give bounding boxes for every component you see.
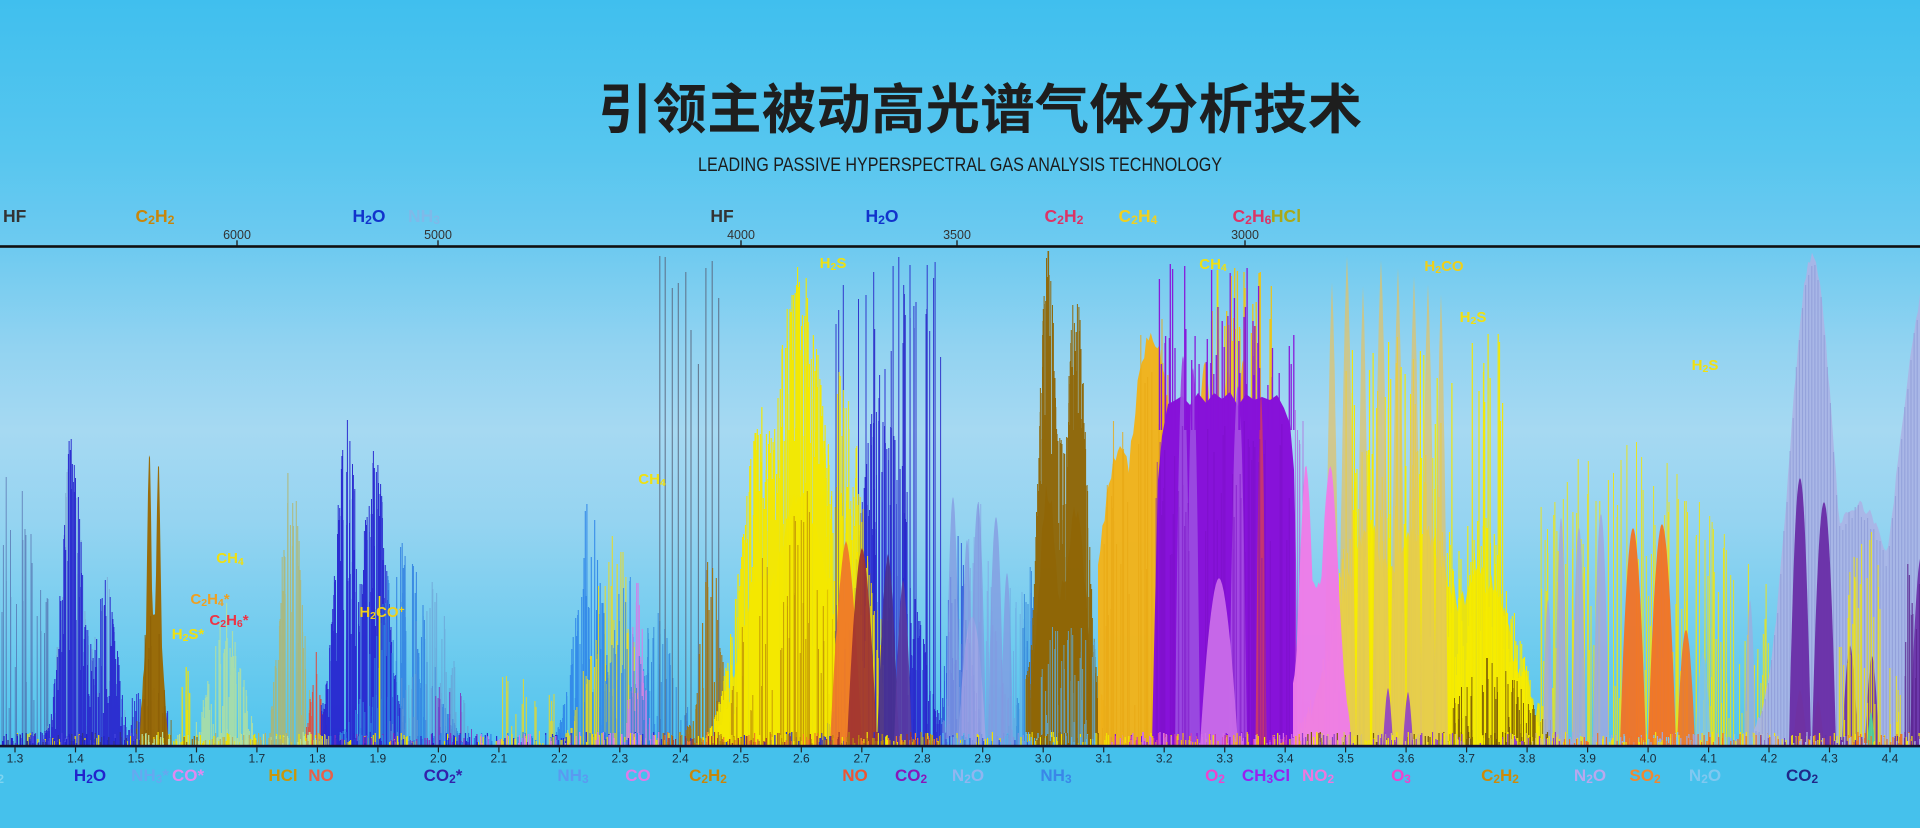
svg-text:NH3: NH3 xyxy=(408,206,440,227)
svg-text:1.8: 1.8 xyxy=(309,752,326,766)
svg-text:2.9: 2.9 xyxy=(974,752,991,766)
svg-text:SO2: SO2 xyxy=(1629,766,1661,786)
svg-text:6000: 6000 xyxy=(223,228,251,242)
svg-text:HCl: HCl xyxy=(268,766,297,785)
svg-text:3.5: 3.5 xyxy=(1337,752,1354,766)
svg-text:C2H2: C2H2 xyxy=(1481,766,1519,786)
svg-text:3.0: 3.0 xyxy=(1035,752,1052,766)
svg-text:C2H6*: C2H6* xyxy=(209,612,248,630)
svg-text:2.1: 2.1 xyxy=(491,752,508,766)
svg-text:2.3: 2.3 xyxy=(611,752,628,766)
svg-text:H2O: H2O xyxy=(865,206,898,227)
svg-text:2.0: 2.0 xyxy=(430,752,447,766)
svg-text:CO: CO xyxy=(625,766,651,785)
svg-text:LEADING PASSIVE HYPERSPECTRAL: LEADING PASSIVE HYPERSPECTRAL GAS ANALYS… xyxy=(698,154,1222,176)
svg-text:4.4: 4.4 xyxy=(1882,752,1899,766)
svg-text:NO: NO xyxy=(308,766,334,785)
svg-text:H2S: H2S xyxy=(820,255,847,273)
svg-text:2.7: 2.7 xyxy=(853,752,870,766)
svg-text:CO2: CO2 xyxy=(895,766,928,786)
svg-text:H2O: H2O xyxy=(74,766,106,786)
svg-text:CO*: CO* xyxy=(172,766,205,785)
svg-text:1.7: 1.7 xyxy=(249,752,266,766)
svg-text:HF: HF xyxy=(3,206,27,226)
svg-text:N2O: N2O xyxy=(1574,766,1606,786)
svg-text:CH3Cl: CH3Cl xyxy=(1242,766,1290,786)
svg-text:NH3: NH3 xyxy=(557,766,589,786)
svg-text:O2: O2 xyxy=(0,766,4,786)
svg-text:C2H4: C2H4 xyxy=(1119,206,1158,227)
svg-text:H2CO: H2CO xyxy=(1424,258,1464,276)
svg-text:3.2: 3.2 xyxy=(1156,752,1173,766)
svg-text:H2CO+: H2CO+ xyxy=(359,604,404,622)
svg-text:2.4: 2.4 xyxy=(672,752,689,766)
svg-text:3.4: 3.4 xyxy=(1277,752,1294,766)
svg-text:CO2: CO2 xyxy=(1786,766,1819,786)
svg-text:H2O: H2O xyxy=(352,206,385,227)
svg-text:2.5: 2.5 xyxy=(732,752,749,766)
svg-text:HF: HF xyxy=(710,206,734,226)
svg-text:NH3*: NH3* xyxy=(131,766,169,786)
svg-text:C2H2: C2H2 xyxy=(136,206,175,227)
svg-text:4.0: 4.0 xyxy=(1640,752,1657,766)
svg-text:1.3: 1.3 xyxy=(7,752,24,766)
svg-text:C2H2: C2H2 xyxy=(1045,206,1084,227)
svg-text:2.6: 2.6 xyxy=(793,752,810,766)
svg-text:H2S*: H2S* xyxy=(172,626,205,644)
svg-text:3500: 3500 xyxy=(943,228,971,242)
svg-text:CH4: CH4 xyxy=(638,471,666,489)
svg-text:CO2*: CO2* xyxy=(424,766,463,786)
svg-text:NO: NO xyxy=(842,766,868,785)
svg-text:N2O: N2O xyxy=(952,766,984,786)
svg-text:1.4: 1.4 xyxy=(67,752,84,766)
svg-text:2.8: 2.8 xyxy=(914,752,931,766)
svg-text:1.9: 1.9 xyxy=(370,752,387,766)
svg-text:3.7: 3.7 xyxy=(1458,752,1475,766)
svg-text:3.6: 3.6 xyxy=(1398,752,1415,766)
svg-text:CH4: CH4 xyxy=(216,550,244,568)
svg-text:4.3: 4.3 xyxy=(1821,752,1838,766)
svg-text:1.5: 1.5 xyxy=(128,752,145,766)
svg-text:HCl: HCl xyxy=(1271,206,1301,226)
svg-text:4.2: 4.2 xyxy=(1761,752,1778,766)
svg-text:5000: 5000 xyxy=(424,228,452,242)
svg-text:3.1: 3.1 xyxy=(1095,752,1112,766)
svg-text:3000: 3000 xyxy=(1231,228,1259,242)
svg-text:C2H6: C2H6 xyxy=(1233,206,1272,227)
svg-text:4000: 4000 xyxy=(727,228,755,242)
svg-text:CH4: CH4 xyxy=(1199,256,1227,274)
svg-text:H2S: H2S xyxy=(1692,357,1719,375)
svg-text:3.3: 3.3 xyxy=(1216,752,1233,766)
svg-text:NH3: NH3 xyxy=(1040,766,1072,786)
svg-text:2.2: 2.2 xyxy=(551,752,568,766)
svg-text:4.1: 4.1 xyxy=(1700,752,1717,766)
svg-text:C2H4*: C2H4* xyxy=(190,591,229,609)
svg-text:NO2: NO2 xyxy=(1302,766,1335,786)
svg-text:1.6: 1.6 xyxy=(188,752,205,766)
svg-text:3.9: 3.9 xyxy=(1579,752,1596,766)
svg-text:3.8: 3.8 xyxy=(1519,752,1536,766)
svg-text:H2S: H2S xyxy=(1460,309,1487,327)
svg-text:C2H2: C2H2 xyxy=(689,766,727,786)
svg-text:N2O: N2O xyxy=(1689,766,1721,786)
